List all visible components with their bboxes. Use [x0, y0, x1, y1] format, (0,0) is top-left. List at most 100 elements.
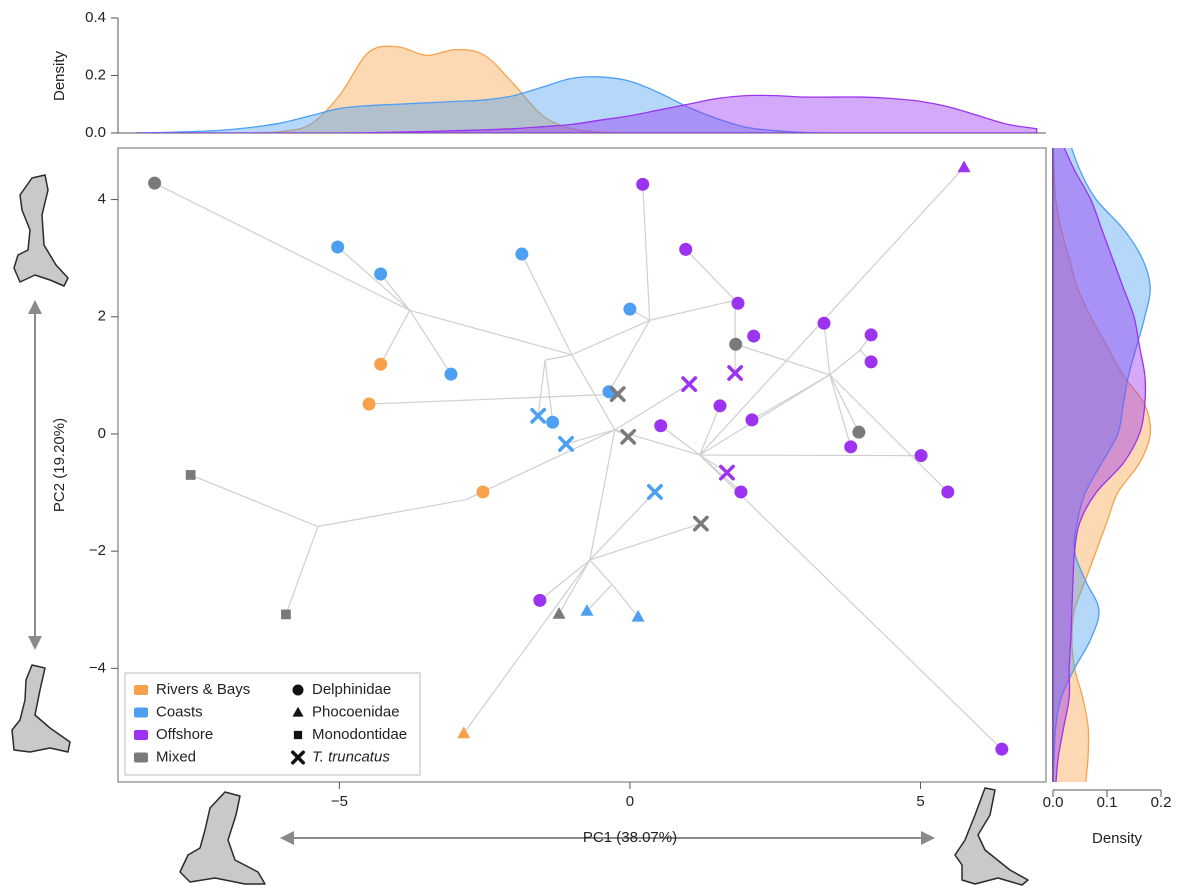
- legend-marker: [293, 685, 304, 696]
- point: [941, 485, 954, 498]
- point: [732, 297, 745, 310]
- point: [865, 355, 878, 368]
- legend-label: Phocoenidae: [312, 703, 400, 720]
- y-tick-label: 0.4: [85, 9, 106, 26]
- tree-branch: [830, 375, 948, 492]
- tree-branch: [609, 320, 650, 391]
- x-axis-title: PC1 (38.07%): [583, 829, 677, 846]
- point: [745, 413, 758, 426]
- bone-silhouette: [12, 665, 70, 752]
- legend-label: T. truncatus: [312, 748, 390, 765]
- point: [331, 241, 344, 254]
- legend-swatch: [134, 685, 148, 695]
- legend-label: Rivers & Bays: [156, 681, 250, 698]
- point: [623, 303, 636, 316]
- tree-branch: [545, 360, 553, 422]
- point: [560, 438, 572, 450]
- x-tick-label: 0.0: [1043, 794, 1064, 811]
- point: [915, 449, 928, 462]
- tree-branch: [338, 247, 410, 310]
- point: [476, 485, 489, 498]
- tree-branch: [650, 300, 735, 320]
- y-tick-label: 2: [98, 308, 106, 325]
- point: [654, 419, 667, 432]
- legend-marker: [294, 731, 302, 739]
- tree-branch: [700, 455, 1002, 749]
- tree-branch: [590, 560, 612, 585]
- bone-silhouette: [955, 788, 1028, 885]
- legend-label: Mixed: [156, 748, 196, 765]
- point: [995, 743, 1008, 756]
- point: [714, 399, 727, 412]
- tree-branch: [572, 320, 650, 355]
- point: [533, 594, 546, 607]
- x-tick-label: 0.2: [1151, 794, 1172, 811]
- tree-branch: [286, 527, 318, 615]
- point: [695, 517, 707, 529]
- tree-branch: [381, 274, 410, 310]
- tree-branch: [752, 375, 830, 420]
- tree-branch: [736, 344, 830, 374]
- point: [622, 431, 634, 443]
- y-axis-title: PC2 (19.20%): [51, 418, 68, 512]
- point: [374, 358, 387, 371]
- point: [958, 161, 971, 173]
- point: [457, 727, 470, 739]
- legend-swatch: [134, 730, 148, 740]
- tree-branch: [587, 585, 612, 611]
- point: [734, 485, 747, 498]
- tree-branch: [615, 384, 689, 430]
- point: [546, 416, 559, 429]
- tree-branch: [643, 184, 650, 320]
- point: [747, 330, 760, 343]
- point: [729, 338, 742, 351]
- tree-branch: [522, 254, 572, 355]
- legend-label: Monodontidae: [312, 726, 407, 743]
- density-axis-title: Density: [1092, 830, 1143, 847]
- tree-branch: [661, 426, 700, 455]
- point: [844, 440, 857, 453]
- point: [683, 378, 695, 390]
- tree-branch: [545, 355, 572, 360]
- legend-label: Delphinidae: [312, 681, 391, 698]
- point: [865, 328, 878, 341]
- bone-silhouette: [180, 792, 265, 884]
- figure: PC1 (38.07%) PC2 (19.20%) Density Densit…: [0, 0, 1184, 891]
- tree-branch: [612, 585, 638, 617]
- point: [444, 368, 457, 381]
- legend-label: Coasts: [156, 703, 203, 720]
- point: [515, 248, 528, 261]
- y-tick-label: 0.2: [85, 66, 106, 83]
- tree-branch: [191, 475, 318, 527]
- tree-branch: [590, 430, 615, 560]
- tree-branch: [700, 375, 830, 455]
- point: [148, 177, 161, 190]
- tree-branch: [155, 183, 410, 310]
- bone-silhouette: [14, 175, 68, 286]
- point: [818, 317, 831, 330]
- point: [649, 486, 661, 498]
- legend-swatch: [134, 708, 148, 718]
- tree-branch: [538, 360, 545, 416]
- point: [721, 466, 733, 478]
- y-tick-label: −2: [89, 542, 106, 559]
- tree-branch: [700, 406, 720, 455]
- y-tick-label: −4: [89, 659, 106, 676]
- tree-branch: [559, 560, 590, 614]
- point: [363, 398, 376, 411]
- point: [636, 178, 649, 191]
- y-tick-label: 0.0: [85, 124, 106, 141]
- tree-branch: [464, 560, 590, 733]
- x-tick-label: 0.1: [1097, 794, 1118, 811]
- point: [186, 470, 196, 480]
- legend-swatch: [134, 753, 148, 763]
- tree-branch: [318, 500, 466, 527]
- point: [281, 610, 291, 620]
- density-axis-title: Density: [51, 50, 68, 101]
- y-tick-label: 0: [98, 425, 106, 442]
- tree-branch: [700, 455, 921, 456]
- tree-branch: [824, 323, 830, 375]
- tree-branch: [615, 430, 700, 455]
- x-tick-label: −5: [331, 793, 348, 810]
- tree-branch: [381, 310, 410, 364]
